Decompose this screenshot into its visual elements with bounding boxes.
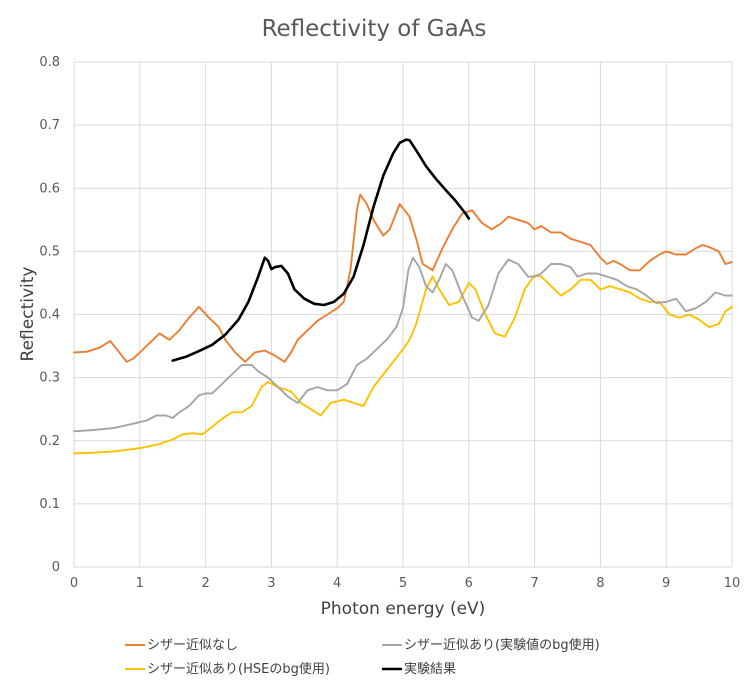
y-axis-label: Reflectivity: [18, 267, 38, 362]
x-tick-label: 6: [465, 576, 473, 591]
y-tick-label: 0.1: [39, 497, 60, 512]
x-tick-label: 3: [267, 576, 275, 591]
series-line-3: [73, 274, 733, 455]
x-tick-labels: 0 1 2 3 4 5 6 7 8 9 10: [70, 576, 740, 591]
legend-label-2: シザー近似あり(実験値のbg使用): [404, 637, 600, 653]
x-axis-label: Photon energy (eV): [321, 599, 486, 619]
y-tick-label: 0.4: [39, 308, 60, 323]
series-lines: [73, 138, 733, 455]
x-tick-label: 9: [662, 576, 670, 591]
x-tick-label: 4: [333, 576, 341, 591]
y-tick-label: 0.8: [39, 55, 60, 70]
y-tick-label: 0.5: [39, 244, 60, 259]
chart-title: Reflectivity of GaAs: [262, 16, 487, 42]
grid-lines: [73, 61, 733, 568]
x-tick-label: 8: [596, 576, 604, 591]
x-tick-label: 1: [136, 576, 144, 591]
x-tick-label: 10: [724, 576, 741, 591]
x-tick-label: 0: [70, 576, 78, 591]
y-tick-labels: 0 0.1 0.2 0.3 0.4 0.5 0.6 0.7 0.8: [39, 55, 60, 575]
series-line-4: [171, 138, 471, 362]
y-tick-label: 0.3: [39, 371, 60, 386]
y-tick-label: 0: [52, 560, 60, 575]
y-tick-label: 0.7: [39, 118, 60, 133]
y-tick-label: 0.6: [39, 181, 60, 196]
legend-label-3: シザー近似あり(HSEのbg使用): [147, 661, 330, 677]
y-tick-label: 0.2: [39, 434, 60, 449]
legend-label-4: 実験結果: [404, 661, 456, 677]
x-tick-label: 2: [201, 576, 209, 591]
x-tick-label: 5: [399, 576, 407, 591]
x-tick-label: 7: [530, 576, 538, 591]
series-line-2: [73, 256, 733, 433]
legend-label-1: シザー近似なし: [147, 638, 238, 653]
legend: シザー近似なし シザー近似あり(実験値のbg使用) シザー近似あり(HSEのbg使用…: [125, 637, 600, 677]
series-line-1: [73, 193, 733, 363]
